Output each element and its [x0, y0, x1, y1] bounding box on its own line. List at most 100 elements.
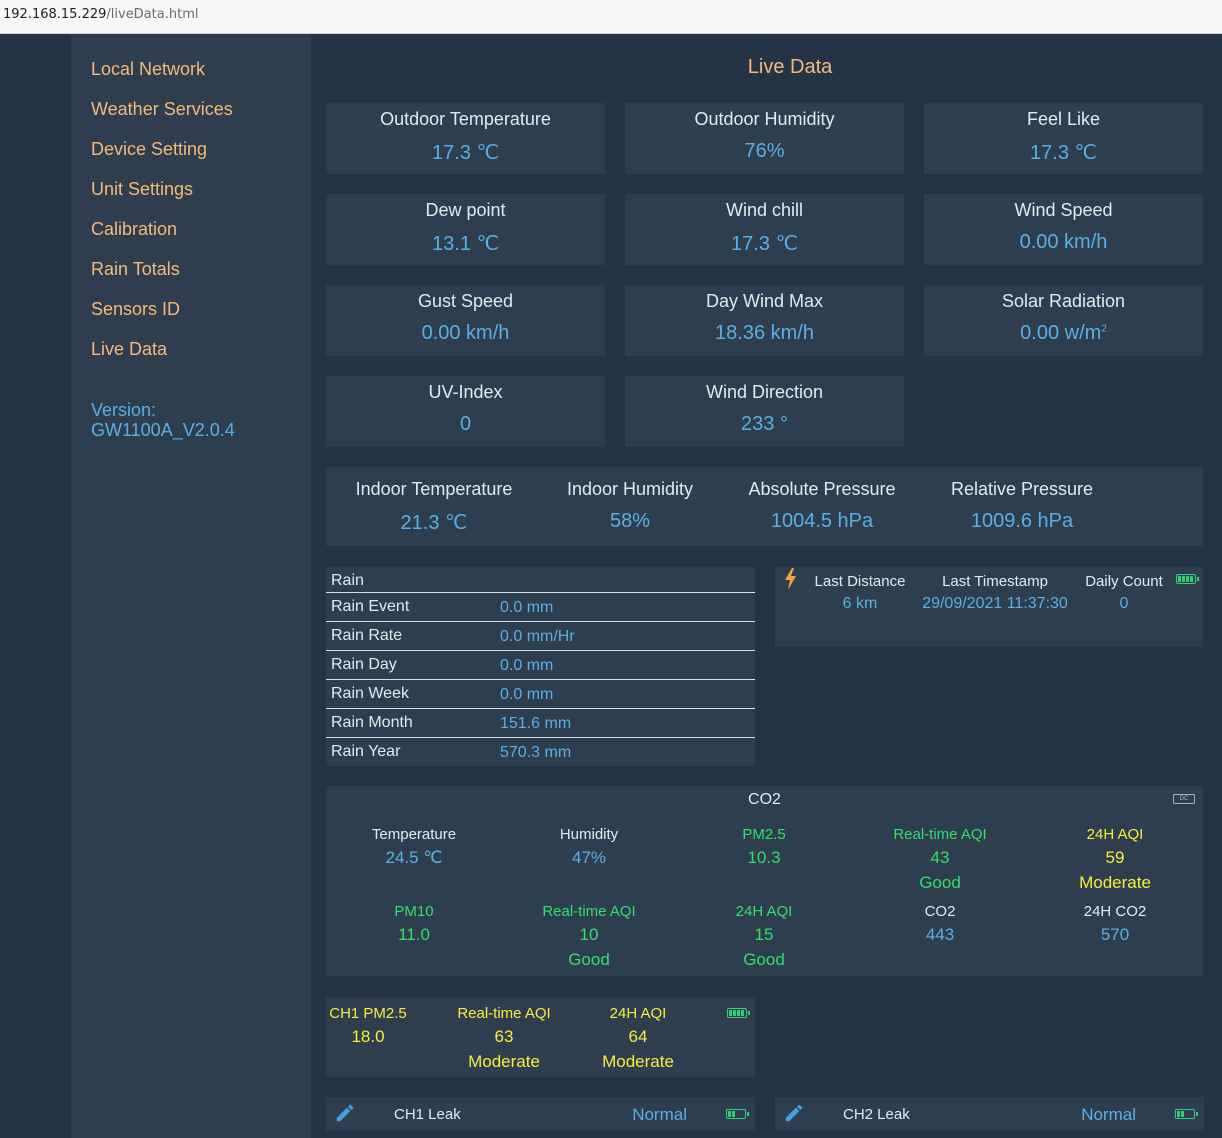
version-label: Version: [91, 400, 157, 420]
rain-row-label: Rain Day [331, 656, 397, 673]
card-label: Wind chill [725, 200, 804, 220]
card-outdoor-temperature: Outdoor Temperature 17.3 ℃ [326, 103, 605, 174]
edit-pencil-icon[interactable] [334, 1102, 356, 1124]
leak-name: CH2 Leak [843, 1106, 910, 1123]
browser-address-bar[interactable]: 192.168.15.229/liveData.html [0, 0, 1222, 34]
table-row: Rain Year 570.3 mm [326, 738, 755, 767]
rain-row-value: 0.0 mm [500, 657, 554, 674]
rain-header: Rain [331, 572, 364, 589]
card-label: Outdoor Temperature [380, 109, 551, 129]
pm-label: CH1 PM2.5 [329, 1005, 407, 1022]
sidebar-item-live-data[interactable]: Live Data [91, 339, 168, 359]
co2-label: Humidity [559, 826, 619, 843]
divider [326, 708, 755, 709]
rain-row-label: Rain Month [331, 714, 413, 731]
co2-label: 24H CO2 [1083, 903, 1147, 920]
lightning-value: 29/09/2021 11:37:30 [922, 595, 1068, 612]
co2-label: Real-time AQI [893, 826, 987, 843]
pm-value: 18.0 [351, 1027, 385, 1046]
indoor-value: 1004.5 hPa [770, 510, 874, 532]
card-value: 76% [744, 140, 785, 162]
indoor-label: Relative Pressure [950, 479, 1094, 499]
lightning-label: Last Distance [814, 573, 906, 590]
edit-pencil-icon[interactable] [783, 1102, 805, 1124]
lightning-label: Last Timestamp [942, 573, 1048, 590]
lightning-panel: Last Distance 6 km Last Timestamp 29/09/… [775, 567, 1203, 647]
card-label: Wind Direction [705, 382, 824, 402]
sidebar-item-sensors-id[interactable]: Sensors ID [91, 299, 181, 319]
card-solar-radiation: Solar Radiation 0.00 w/m2 [924, 285, 1203, 356]
co2-quality: Good [919, 873, 961, 892]
url-host: 192.168.15.229 [3, 7, 107, 22]
card-value: 18.36 km/h [715, 322, 814, 344]
rain-row-value: 0.0 mm/Hr [500, 628, 575, 645]
leak-status: Normal [632, 1105, 687, 1124]
co2-value: 47% [571, 848, 607, 867]
battery-icon [727, 1008, 750, 1018]
co2-quality: Moderate [1079, 873, 1151, 892]
battery-icon [1176, 574, 1199, 584]
co2-quality: Good [568, 950, 610, 969]
firmware-version: Version: GW1100A_V2.0.4 [91, 400, 235, 440]
co2-value: 10 [579, 925, 599, 944]
card-day-wind-max: Day Wind Max 18.36 km/h [625, 285, 904, 356]
pm-label: Real-time AQI [457, 1005, 551, 1022]
page-title: Live Data [747, 56, 833, 78]
sidebar-item-rain-totals[interactable]: Rain Totals [91, 259, 180, 279]
card-dew-point: Dew point 13.1 ℃ [326, 194, 605, 265]
battery-icon [726, 1109, 749, 1119]
card-label: Day Wind Max [705, 291, 824, 311]
indoor-value: 58% [609, 510, 651, 532]
co2-value: 43 [930, 848, 950, 867]
table-row: Rain Month 151.6 mm [326, 709, 755, 738]
lightning-icon [783, 567, 799, 597]
card-value: 0.00 km/h [1019, 231, 1108, 253]
indoor-value: 1009.6 hPa [970, 510, 1074, 532]
sidebar-item-device-setting[interactable]: Device Setting [91, 139, 208, 159]
rain-row-label: Rain Week [331, 685, 409, 702]
card-value: 0 [459, 413, 472, 435]
card-label: Dew point [425, 200, 506, 220]
url-text[interactable]: 192.168.15.229/liveData.html [3, 7, 198, 22]
sidebar-item-calibration[interactable]: Calibration [91, 219, 178, 239]
lightning-label: Daily Count [1085, 573, 1163, 590]
pm-value: 63 [494, 1027, 514, 1046]
sidebar: Local Network Weather Services Device Se… [71, 35, 311, 1138]
pm-quality: Moderate [602, 1052, 674, 1071]
pm-value: 64 [628, 1027, 648, 1046]
dc-power-icon: DC [1173, 794, 1195, 804]
card-wind-chill: Wind chill 17.3 ℃ [625, 194, 904, 265]
table-row: Rain Day 0.0 mm [326, 651, 755, 680]
co2-label: Temperature [371, 826, 457, 843]
pm-quality: Moderate [468, 1052, 540, 1071]
card-value: 0.00 km/h [421, 322, 510, 344]
pm-label: 24H AQI [609, 1005, 667, 1022]
table-row: Rain Rate 0.0 mm/Hr [326, 622, 755, 651]
lightning-value: 6 km [842, 595, 878, 612]
card-label: Wind Speed [1014, 200, 1113, 220]
co2-label: PM10 [394, 903, 434, 920]
indoor-panel: Indoor Temperature 21.3 ℃ Indoor Humidit… [326, 467, 1203, 546]
co2-value: 59 [1105, 848, 1125, 867]
co2-value: 570 [1100, 925, 1130, 944]
sidebar-item-unit-settings[interactable]: Unit Settings [91, 179, 194, 199]
sidebar-item-weather-services[interactable]: Weather Services [91, 99, 233, 119]
ch2-leak-panel: CH2 Leak Normal [775, 1097, 1204, 1131]
version-value: GW1100A_V2.0.4 [91, 420, 235, 440]
leak-status: Normal [1081, 1105, 1136, 1124]
indoor-label: Indoor Temperature [355, 479, 513, 499]
co2-value: 24.5 ℃ [385, 848, 443, 867]
card-outdoor-humidity: Outdoor Humidity 76% [625, 103, 904, 174]
rain-row-value: 151.6 mm [500, 715, 572, 732]
co2-value: 443 [925, 925, 955, 944]
card-wind-speed: Wind Speed 0.00 km/h [924, 194, 1203, 265]
card-value-text: 0.00 w/m [1020, 322, 1102, 344]
sidebar-item-local-network[interactable]: Local Network [91, 59, 206, 79]
divider [326, 737, 755, 738]
lightning-value: 0 [1119, 595, 1129, 612]
leak-name: CH1 Leak [394, 1106, 461, 1123]
card-gust-speed: Gust Speed 0.00 km/h [326, 285, 605, 356]
card-value: 233 ° [741, 413, 788, 435]
co2-label: PM2.5 [742, 826, 786, 843]
card-label: Outdoor Humidity [694, 109, 835, 129]
